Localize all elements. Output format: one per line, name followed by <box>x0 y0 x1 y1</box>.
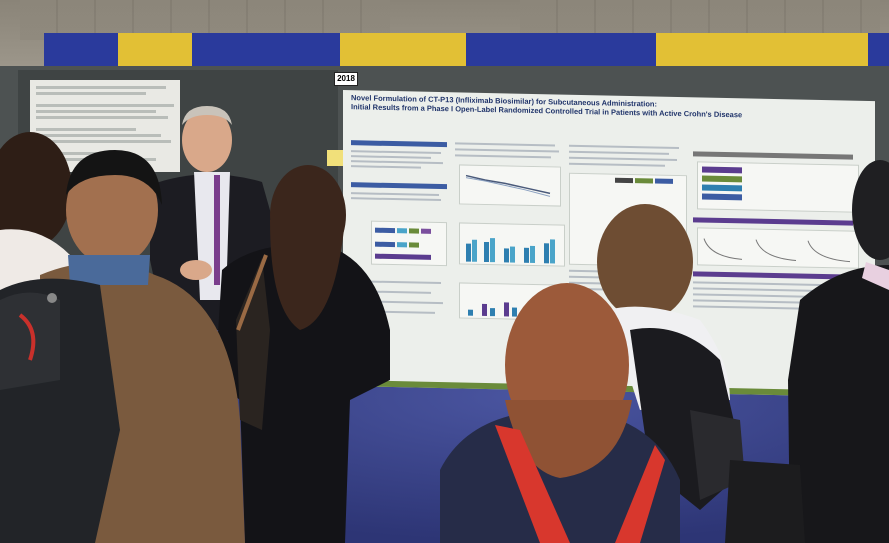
sticky-note <box>327 150 344 166</box>
poster-column <box>455 142 565 364</box>
attendee-dark-hair <box>215 165 390 543</box>
attendee-brown-jacket <box>0 150 245 543</box>
pk-curves-svg <box>703 238 851 263</box>
poster-pk-curves <box>697 227 859 269</box>
attendee-right <box>725 160 889 543</box>
line-chart-svg <box>465 174 551 197</box>
main-poster: Novel Formulation of CT-P13 (Infliximab … <box>343 90 875 398</box>
drape-gold <box>656 33 868 66</box>
drape-blue <box>192 33 340 66</box>
booth-number-tag: 2018 <box>334 72 358 86</box>
drape-blue <box>466 33 656 66</box>
attendee-red-backpack <box>440 283 680 543</box>
drape-gold <box>340 33 466 66</box>
drape-blue <box>868 33 889 66</box>
drape-blue <box>44 33 118 66</box>
drape-gold <box>118 33 192 66</box>
poster-line-chart <box>459 164 561 207</box>
poster-column <box>693 147 863 371</box>
